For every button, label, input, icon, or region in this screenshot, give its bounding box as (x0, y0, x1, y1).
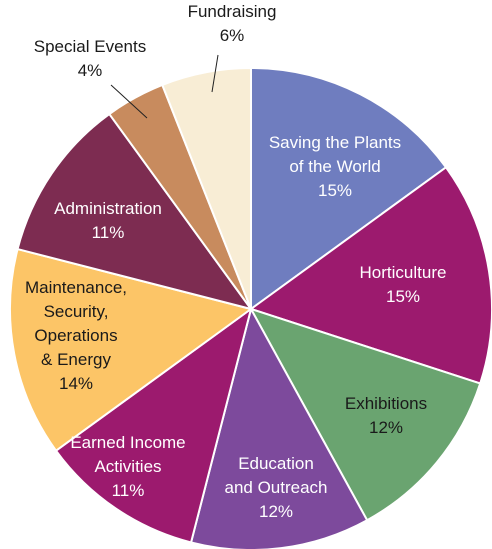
slice-label-4-line-0: Earned Income (70, 433, 185, 452)
slice-label-6-line-0: Administration (54, 199, 162, 218)
slice-label-5-line-0: Maintenance, (25, 278, 127, 297)
slice-label-8-line-1: 6% (220, 26, 245, 45)
slice-label-5-line-2: Operations (34, 326, 117, 345)
slice-label-0-line-1: of the World (289, 157, 380, 176)
pie-slice-2 (248, 307, 482, 522)
slice-label-2-line-0: Exhibitions (345, 394, 427, 413)
slice-label-5-line-4: 14% (59, 374, 93, 393)
leader-lines (110, 54, 219, 119)
pie-slice-4 (54, 306, 253, 544)
slice-label-8-line-0: Fundraising (188, 2, 277, 21)
slice-label-3-line-2: 12% (259, 502, 293, 521)
slice-labels: Saving the Plants of the World 15%Horticul… (25, 2, 447, 521)
slice-label-3: Education and Outreach 12% (224, 454, 327, 521)
slice-label-0-line-2: 15% (318, 181, 352, 200)
slice-label-1: Horticulture 15% (360, 263, 447, 306)
slice-label-3-line-1: and Outreach (224, 478, 327, 497)
slice-label-4-line-2: 11% (112, 481, 145, 500)
slice-label-5: Maintenance, Security, Operations & Energy 1… (25, 278, 127, 393)
slice-label-6-line-1: 11% (92, 223, 125, 242)
slice-label-1-line-0: Horticulture (360, 263, 447, 282)
slice-label-6: Administration 11% (54, 199, 162, 242)
slice-label-3-line-0: Education (238, 454, 314, 473)
pie-slice-3 (189, 306, 369, 549)
slice-label-1-line-1: 15% (386, 287, 420, 306)
pie-slice-5 (9, 247, 254, 453)
slice-label-4: Earned Income Activities 11% (70, 433, 185, 500)
leader-line-8 (211, 54, 219, 93)
slice-label-5-line-3: & Energy (41, 350, 111, 369)
pie-slice-6 (16, 112, 254, 311)
slice-label-4-line-1: Activities (94, 457, 161, 476)
pie-slice-8 (160, 66, 252, 310)
slice-label-7-line-0: Special Events (34, 37, 146, 56)
slice-label-7: Special Events 4% (34, 37, 146, 80)
slice-label-8: Fundraising 6% (188, 2, 277, 45)
slice-label-7-line-1: 4% (78, 61, 103, 80)
pie-slice-0 (250, 66, 448, 311)
slice-label-2: Exhibitions 12% (345, 394, 427, 437)
slice-label-2-line-1: 12% (369, 418, 403, 437)
pie-slice-1 (248, 165, 492, 385)
slice-label-0: Saving the Plants of the World 15% (269, 133, 401, 200)
leader-line-7 (110, 84, 148, 119)
slice-label-5-line-1: Security, (44, 302, 109, 321)
slice-label-0-line-0: Saving the Plants (269, 133, 401, 152)
pie-slices (9, 66, 492, 549)
